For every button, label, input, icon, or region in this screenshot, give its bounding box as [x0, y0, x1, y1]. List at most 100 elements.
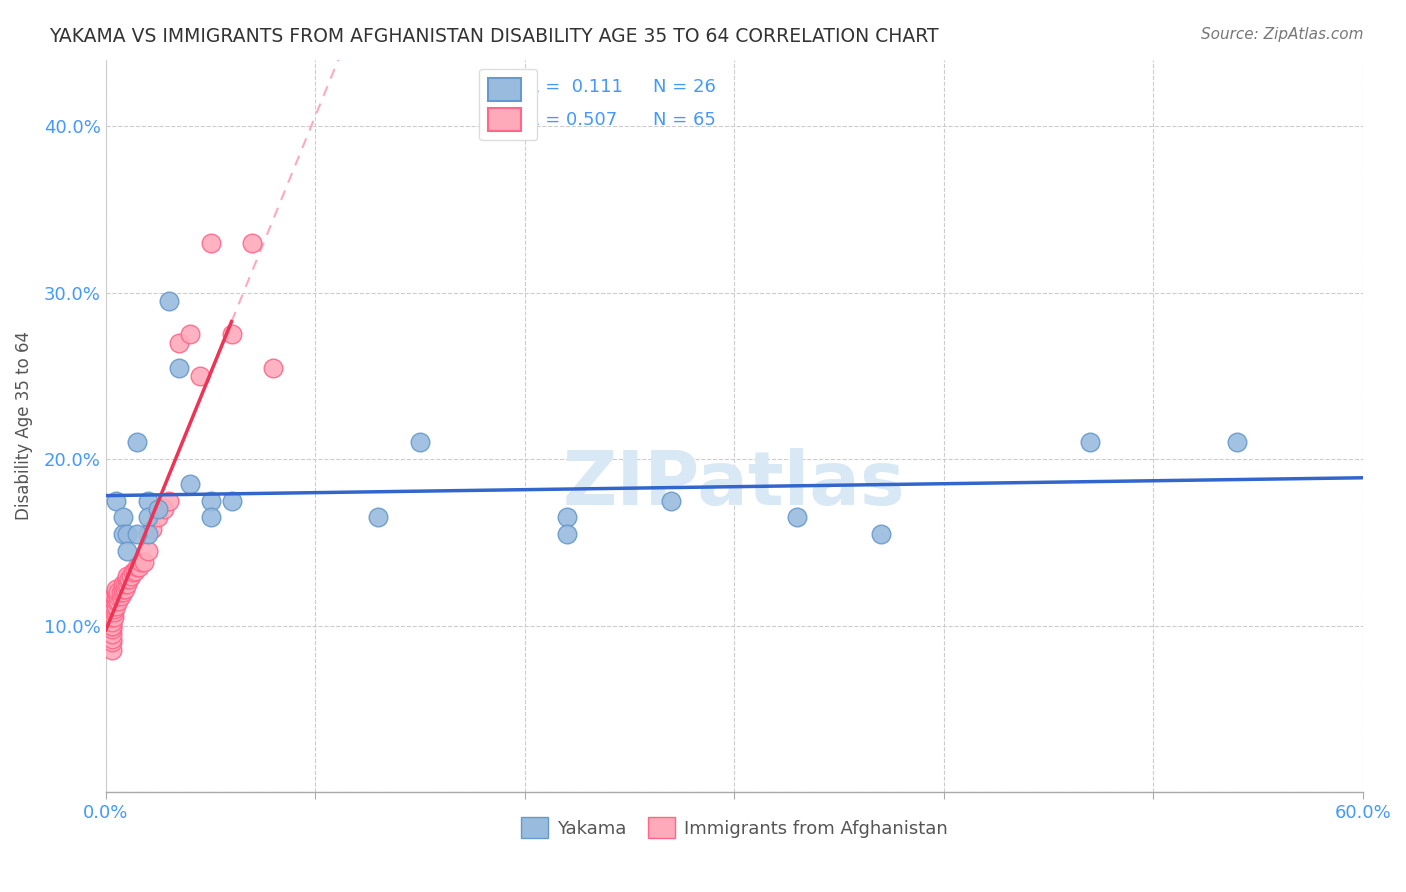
Point [115, 572, 138, 586]
Point [136, 493, 159, 508]
Point [101, 635, 124, 649]
Point [136, 510, 159, 524]
Point [101, 599, 124, 613]
Point [107, 593, 129, 607]
Point [132, 555, 155, 569]
Point [555, 527, 578, 541]
Y-axis label: Disability Age 35 to 64: Disability Age 35 to 64 [15, 331, 32, 520]
Point [111, 577, 134, 591]
Point [103, 599, 125, 613]
Point [1226, 435, 1249, 450]
Point [157, 493, 180, 508]
Point [115, 527, 138, 541]
Point [136, 543, 159, 558]
Point [148, 510, 170, 524]
Point [200, 510, 222, 524]
Point [127, 560, 149, 574]
Point [103, 610, 125, 624]
Text: N = 65: N = 65 [652, 111, 716, 128]
Point [555, 510, 578, 524]
Point [103, 605, 125, 619]
Point [105, 582, 128, 596]
Point [101, 593, 124, 607]
Point [111, 527, 134, 541]
Point [131, 555, 153, 569]
Point [188, 368, 211, 383]
Point [167, 335, 190, 350]
Point [111, 582, 134, 596]
Point [114, 582, 136, 596]
Point [101, 610, 124, 624]
Text: ZIPatlas: ZIPatlas [562, 448, 905, 521]
Point [103, 589, 125, 603]
Point [101, 632, 124, 646]
Point [111, 510, 134, 524]
Point [101, 615, 124, 630]
Point [122, 566, 145, 580]
Point [101, 610, 124, 624]
Point [103, 593, 125, 607]
Point [167, 360, 190, 375]
Point [200, 493, 222, 508]
Point [110, 585, 132, 599]
Point [128, 560, 150, 574]
Point [105, 599, 128, 613]
Point [115, 543, 138, 558]
Legend: Yakama, Immigrants from Afghanistan: Yakama, Immigrants from Afghanistan [513, 810, 955, 846]
Point [870, 527, 893, 541]
Point [105, 585, 128, 599]
Point [115, 577, 138, 591]
Point [110, 589, 132, 603]
Point [101, 643, 124, 657]
Point [127, 527, 149, 541]
Point [101, 618, 124, 632]
Point [115, 568, 138, 582]
Point [101, 597, 124, 611]
Point [136, 527, 159, 541]
Point [101, 622, 124, 636]
Text: R =  0.111: R = 0.111 [527, 78, 623, 96]
Point [101, 627, 124, 641]
Point [409, 435, 432, 450]
Point [786, 510, 808, 524]
Point [127, 435, 149, 450]
Point [101, 597, 124, 611]
Text: R = 0.507: R = 0.507 [527, 111, 617, 128]
Point [148, 502, 170, 516]
Text: YAKAMA VS IMMIGRANTS FROM AFGHANISTAN DISABILITY AGE 35 TO 64 CORRELATION CHART: YAKAMA VS IMMIGRANTS FROM AFGHANISTAN DI… [49, 27, 939, 45]
Point [124, 564, 146, 578]
Point [242, 235, 264, 250]
Point [157, 293, 180, 308]
Point [141, 522, 163, 536]
Point [103, 591, 125, 605]
Point [367, 510, 389, 524]
Point [120, 568, 142, 582]
Point [101, 602, 124, 616]
Point [103, 602, 125, 616]
Point [118, 572, 141, 586]
Point [101, 618, 124, 632]
Point [101, 602, 124, 616]
Point [221, 493, 243, 508]
Point [101, 605, 124, 619]
Point [221, 327, 243, 342]
Point [1078, 435, 1101, 450]
Point [101, 607, 124, 621]
Point [153, 502, 176, 516]
Point [262, 360, 284, 375]
Point [105, 493, 128, 508]
Point [111, 585, 134, 599]
Text: Source: ZipAtlas.com: Source: ZipAtlas.com [1201, 27, 1364, 42]
Point [101, 593, 124, 607]
Point [107, 589, 129, 603]
Point [105, 591, 128, 605]
Point [200, 235, 222, 250]
Point [107, 585, 129, 599]
Point [179, 327, 201, 342]
Point [101, 599, 124, 613]
Point [114, 577, 136, 591]
Point [105, 593, 128, 607]
Point [179, 477, 201, 491]
Text: N = 26: N = 26 [652, 78, 716, 96]
Point [661, 493, 683, 508]
